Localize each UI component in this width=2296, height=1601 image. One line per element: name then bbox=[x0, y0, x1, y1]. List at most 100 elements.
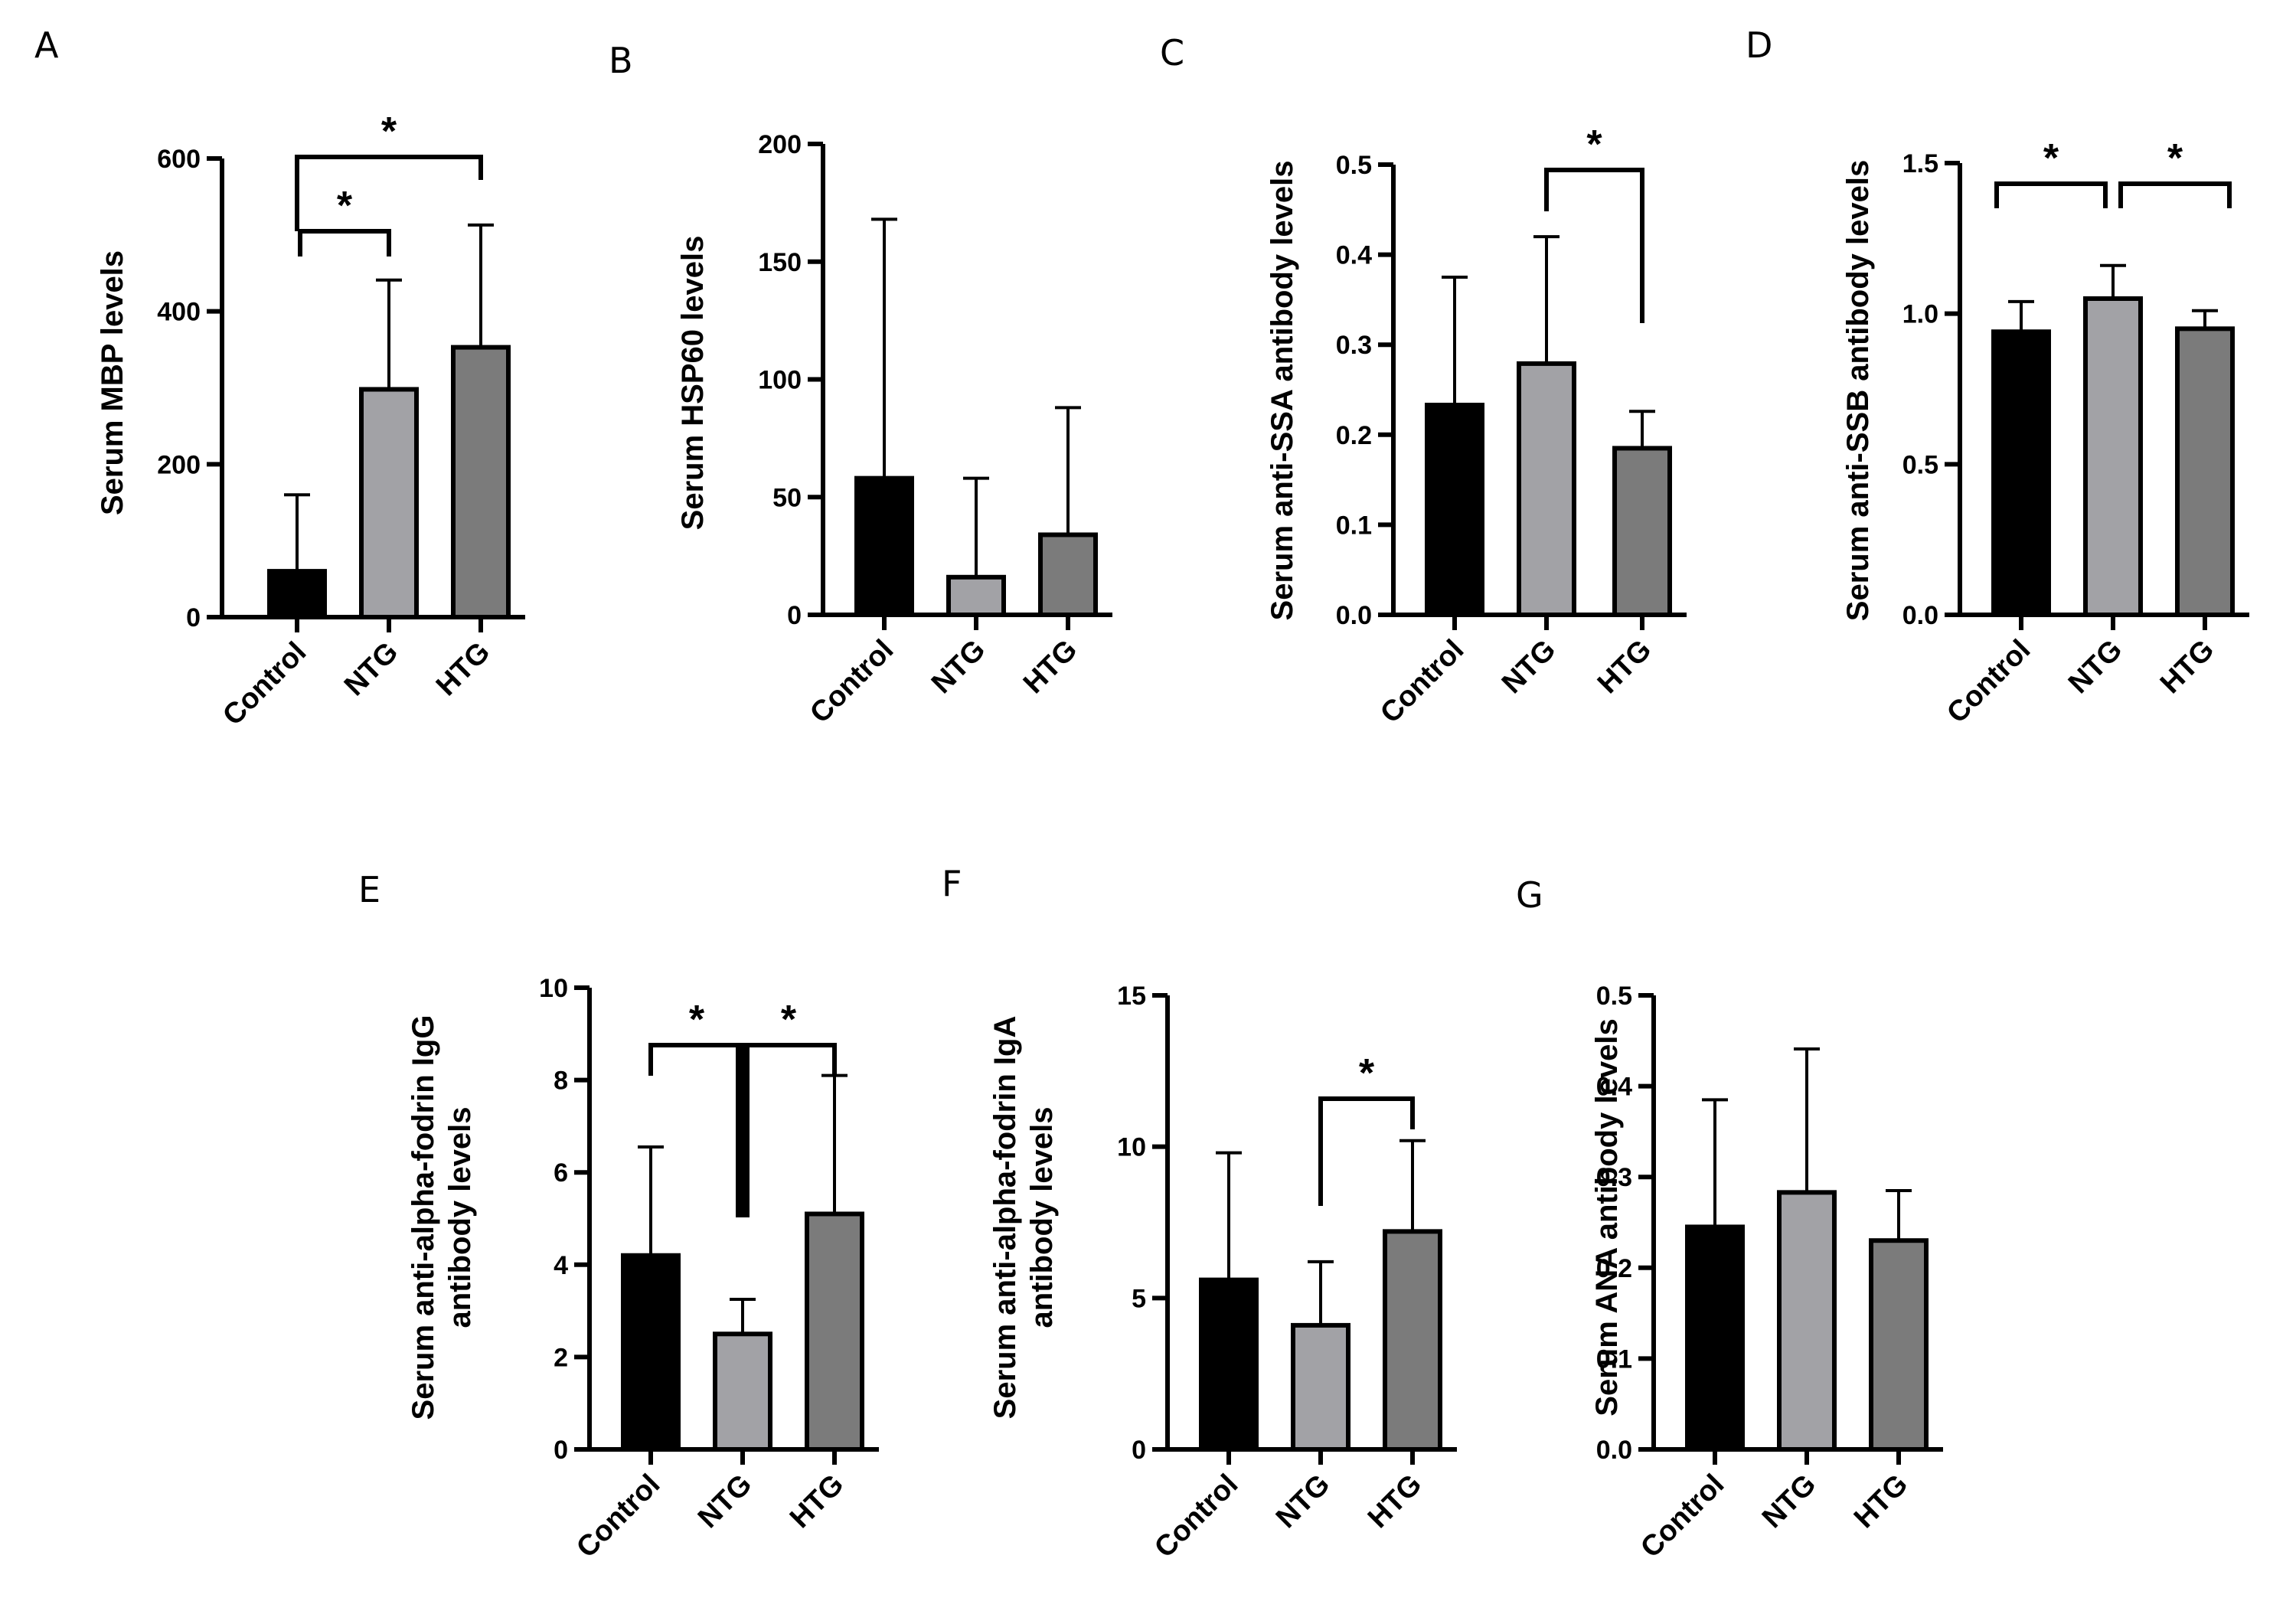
category-label-htg: HTG bbox=[1592, 634, 1657, 700]
y-axis-label-line: Serum anti-alpha-fodrin IgA bbox=[988, 1016, 1022, 1420]
panel-letter: A bbox=[34, 25, 59, 66]
bar-control bbox=[1991, 329, 2051, 617]
panel-letter: G bbox=[1516, 874, 1543, 916]
y-tick-label: 200 bbox=[758, 130, 802, 159]
y-tick-label: 0.2 bbox=[1596, 1254, 1632, 1283]
y-tick-label: 0.1 bbox=[1596, 1345, 1632, 1374]
bar-htg bbox=[1612, 446, 1672, 617]
y-tick-label: 0 bbox=[1132, 1436, 1146, 1465]
bracket-line bbox=[1994, 181, 2108, 208]
y-tick-label: 50 bbox=[772, 483, 802, 512]
bar-htg bbox=[1869, 1238, 1929, 1452]
category-label-control: Control bbox=[570, 1469, 666, 1564]
y-tick-label: 200 bbox=[157, 450, 201, 479]
y-tick-label: 8 bbox=[554, 1067, 568, 1096]
bar-htg bbox=[451, 345, 511, 619]
panel-letter: B bbox=[609, 40, 633, 81]
y-tick-label: 1.0 bbox=[1902, 300, 1938, 329]
significance-star: * bbox=[2167, 136, 2183, 181]
y-axis-label-line: Serum MBP levels bbox=[96, 250, 129, 515]
y-tick-label: 150 bbox=[758, 248, 802, 277]
y-tick-label: 600 bbox=[157, 145, 201, 174]
y-tick-label: 0.5 bbox=[1336, 151, 1372, 180]
panel-letter: E bbox=[358, 869, 380, 910]
panel-letter: C bbox=[1160, 32, 1184, 74]
category-label-ntg: NTG bbox=[692, 1469, 758, 1534]
y-tick-label: 0.5 bbox=[1596, 982, 1632, 1011]
y-tick-label: 4 bbox=[554, 1251, 568, 1280]
y-axis-label-line: Serum HSP60 levels bbox=[676, 236, 710, 531]
y-axis-label-line: Serum anti-SSB antibody levels bbox=[1841, 160, 1875, 621]
bar-ntg bbox=[946, 574, 1006, 617]
y-tick-label: 5 bbox=[1132, 1284, 1146, 1313]
category-label-control: Control bbox=[1941, 634, 2036, 730]
y-tick-label: 0.1 bbox=[1336, 511, 1372, 540]
y-tick-label: 15 bbox=[1117, 982, 1146, 1011]
category-label-control: Control bbox=[217, 636, 312, 732]
panel-b: B 0 50 100 150 200 Serum HSP60 levels Control NT… bbox=[609, 40, 1112, 730]
panel-g: G 0.0 0.1 0.2 0.3 0.4 0.5 Serum ANA antibody le… bbox=[1516, 874, 1943, 1564]
bar-htg bbox=[1383, 1229, 1442, 1452]
y-axis-label: Serum HSP60 levels bbox=[676, 236, 710, 531]
y-tick-label: 0 bbox=[186, 603, 201, 632]
category-label-htg: HTG bbox=[1848, 1469, 1914, 1534]
bracket-line bbox=[295, 155, 483, 231]
category-label-htg: HTG bbox=[1362, 1469, 1428, 1534]
significance-bracket: * bbox=[1318, 1051, 1415, 1206]
y-tick-label: 1.5 bbox=[1902, 149, 1938, 178]
panel-letter: F bbox=[942, 863, 962, 904]
panel-letter: D bbox=[1746, 25, 1772, 66]
category-label-control: Control bbox=[1374, 634, 1470, 730]
panel-d: D 0.0 0.5 1.0 1.5 Serum anti-SSB antibody lev… bbox=[1746, 25, 2249, 730]
bar-htg bbox=[805, 1211, 864, 1452]
bar-control bbox=[267, 569, 327, 619]
significance-bracket: * bbox=[298, 184, 391, 256]
category-label-ntg: NTG bbox=[338, 636, 404, 702]
category-label-ntg: NTG bbox=[1756, 1469, 1822, 1534]
bar-ntg bbox=[1517, 361, 1576, 617]
significance-star: * bbox=[1586, 123, 1602, 167]
significance-bracket: * bbox=[1544, 123, 1644, 323]
panel-a: A 0 200 400 600 Serum MBP levels Control NTG HTG… bbox=[34, 25, 525, 732]
panel-e: E 0 2 4 6 8 10 Serum anti-alpha-fodrin IgG antib… bbox=[358, 869, 879, 1564]
bracket-line bbox=[2118, 181, 2232, 208]
bracket-line bbox=[1318, 1096, 1415, 1206]
bar-htg bbox=[2175, 326, 2235, 617]
category-label-ntg: NTG bbox=[2062, 634, 2128, 700]
y-tick-label: 0.4 bbox=[1336, 241, 1372, 270]
significance-bracket: * bbox=[295, 109, 483, 231]
significance-star: * bbox=[1359, 1051, 1375, 1096]
significance-bracket: * bbox=[740, 998, 837, 1076]
category-label-htg: HTG bbox=[2154, 634, 2220, 700]
y-axis-label-line: Serum anti-SSA antibody levels bbox=[1266, 161, 1299, 621]
y-tick-label: 0 bbox=[787, 601, 802, 630]
y-tick-label: 0.4 bbox=[1596, 1073, 1632, 1102]
y-tick-label: 0.5 bbox=[1902, 450, 1938, 479]
bar-control bbox=[621, 1253, 681, 1452]
y-axis-label-line: Serum anti-alpha-fodrin IgG bbox=[407, 1015, 440, 1420]
y-axis-label-line: antibody levels bbox=[1025, 1107, 1059, 1328]
y-tick-label: 10 bbox=[1117, 1133, 1146, 1162]
category-label-htg: HTG bbox=[784, 1469, 850, 1534]
y-tick-label: 0.3 bbox=[1596, 1163, 1632, 1192]
bar-control bbox=[854, 475, 914, 618]
y-axis-label: Serum ANA antibody levels bbox=[1590, 1018, 1624, 1416]
significance-star: * bbox=[689, 998, 705, 1042]
y-tick-label: 10 bbox=[539, 974, 568, 1003]
significance-bracket: * bbox=[2118, 136, 2232, 208]
y-tick-label: 100 bbox=[758, 366, 802, 395]
y-axis-label: Serum anti-alpha-fodrin IgA antibody leve… bbox=[988, 1016, 1059, 1420]
bar-ntg bbox=[1777, 1190, 1837, 1452]
bar-ntg bbox=[713, 1331, 772, 1452]
category-label-htg: HTG bbox=[430, 636, 496, 702]
y-axis-label-line: antibody levels bbox=[443, 1107, 477, 1328]
bracket-line bbox=[648, 1043, 745, 1076]
bracket-line bbox=[298, 229, 391, 256]
category-label-ntg: NTG bbox=[1270, 1469, 1336, 1534]
y-tick-label: 0.2 bbox=[1336, 421, 1372, 450]
bar-ntg bbox=[2083, 296, 2143, 617]
bracket-line bbox=[1544, 168, 1644, 323]
significance-star: * bbox=[381, 109, 397, 154]
significance-bracket: * bbox=[1994, 136, 2108, 208]
